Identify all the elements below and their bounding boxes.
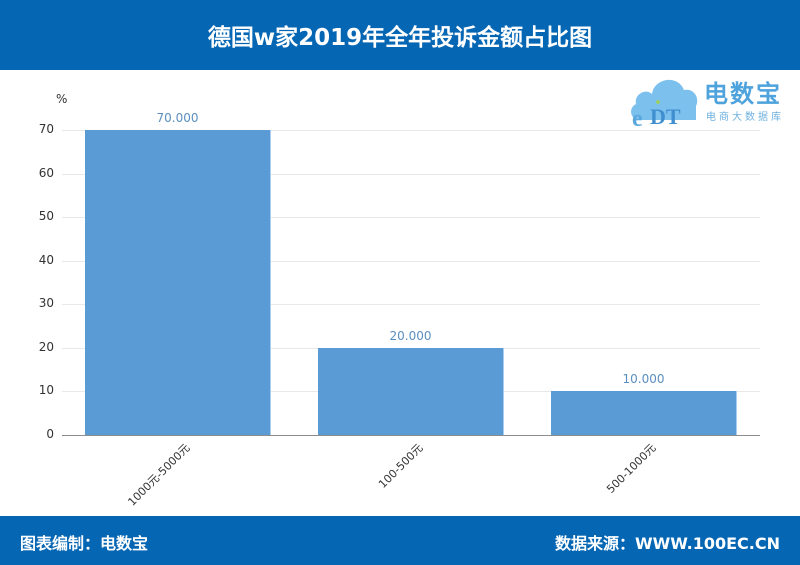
logo-name: 电数宝 xyxy=(704,80,782,108)
bar-500-1000 xyxy=(551,391,737,435)
y-tick: 20 xyxy=(38,340,54,354)
gridline xyxy=(62,130,760,131)
chart-title: 德国w家2019年全年投诉金额占比图 xyxy=(207,25,593,51)
chart-header: 德国w家2019年全年投诉金额占比图 xyxy=(0,0,800,70)
chart-credit: 图表编制：电数宝 xyxy=(20,534,149,553)
y-tick: 70 xyxy=(38,122,54,136)
svg-text:DT: DT xyxy=(650,104,681,129)
gridline xyxy=(62,261,760,262)
logo-subtitle: 电商大数据库 xyxy=(706,112,784,123)
gridline xyxy=(62,217,760,218)
y-tick: 40 xyxy=(38,253,54,267)
gridline xyxy=(62,174,760,175)
y-tick: 0 xyxy=(46,427,54,441)
data-label: 20.000 xyxy=(389,329,432,343)
x-tick-label: 1000元-5000元 xyxy=(125,441,193,509)
y-tick: 30 xyxy=(38,296,54,310)
x-tick-label: 500-1000元 xyxy=(604,441,659,496)
cloud-logo-icon: e DT xyxy=(631,79,698,130)
data-label: 10.000 xyxy=(622,372,665,386)
y-tick: 10 xyxy=(38,383,54,397)
bar-1000-5000 xyxy=(85,130,271,435)
data-label: 70.000 xyxy=(156,111,199,125)
x-axis-line xyxy=(62,435,760,436)
x-tick-label: 100-500元 xyxy=(376,441,426,491)
y-axis-unit: % xyxy=(56,92,68,106)
y-tick: 60 xyxy=(38,166,54,180)
bar-100-500 xyxy=(318,348,504,435)
data-source: 数据来源：WWW.100EC.CN xyxy=(554,534,780,553)
y-tick: 50 xyxy=(38,209,54,223)
gridline xyxy=(62,304,760,305)
logo: e DT 电数宝 电商大数据库 xyxy=(628,68,793,130)
svg-text:e: e xyxy=(632,106,643,130)
chart-footer: 图表编制：电数宝 数据来源：WWW.100EC.CN xyxy=(0,516,800,565)
